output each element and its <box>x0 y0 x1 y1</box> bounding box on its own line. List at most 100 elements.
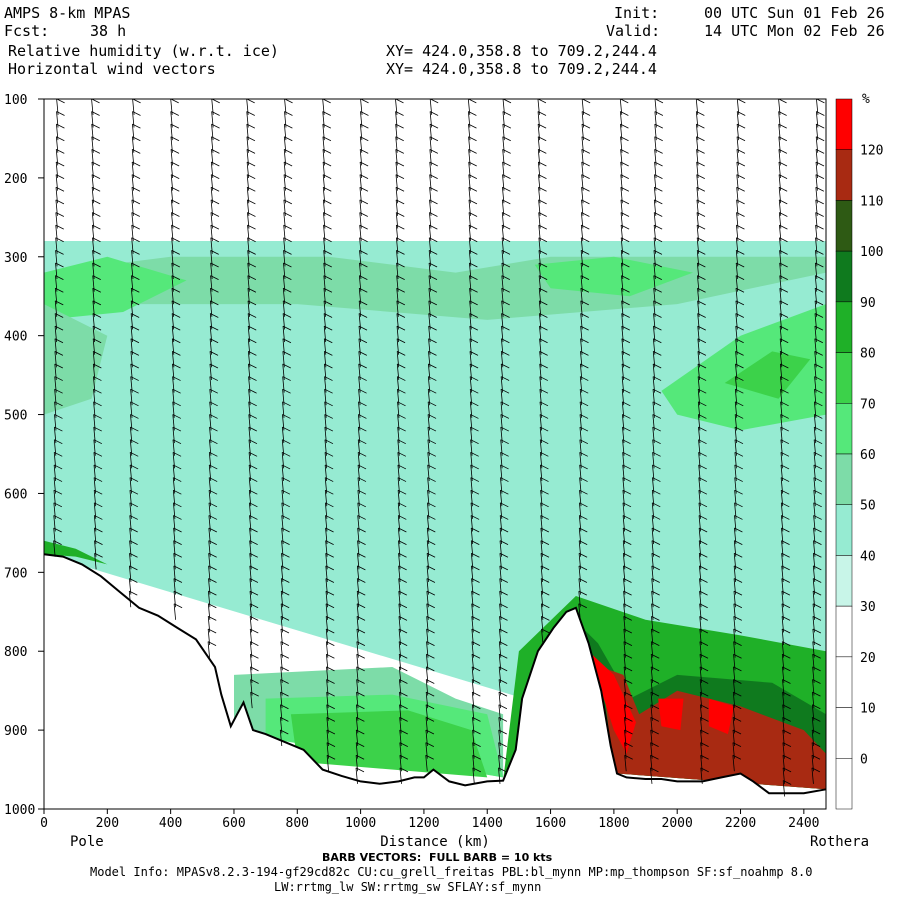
rh-region <box>44 304 108 415</box>
wind-barb-flag <box>499 578 508 583</box>
x-tick-label: 400 <box>159 816 182 831</box>
wind-barb-flag <box>696 123 705 129</box>
wind-barb-flag <box>469 376 479 381</box>
wind-barb-flag <box>623 565 632 571</box>
wind-barb-flag <box>429 161 438 167</box>
wind-barb-flag <box>650 704 660 710</box>
wind-barb-flag <box>211 174 220 179</box>
wind-barb-flag <box>54 313 64 318</box>
wind-barb-flag <box>322 98 331 104</box>
wind-barb-flag <box>651 603 660 609</box>
wind-barb-flag <box>130 363 139 369</box>
wind-barb-flag <box>698 414 707 419</box>
wind-barb-flag <box>170 149 180 154</box>
wind-barb-flag <box>398 628 408 634</box>
wind-barb-flag <box>249 603 259 609</box>
wind-barb-flag <box>654 111 664 116</box>
wind-barb-flag <box>651 527 661 533</box>
wind-barb-flag <box>500 502 509 508</box>
wind-barb-flag <box>171 186 180 192</box>
wind-barb-flag <box>360 123 369 129</box>
terrain-surface-line <box>43 553 827 795</box>
wind-barb-flag <box>651 641 660 647</box>
wind-barb-flag <box>131 287 140 293</box>
wind-barb-flag <box>579 527 588 533</box>
wind-barb-flag <box>325 603 335 609</box>
wind-barb-flag <box>812 653 821 659</box>
wind-barb-flag <box>469 313 478 318</box>
wind-barb-flag <box>778 123 787 129</box>
wind-barb-flag <box>780 388 789 394</box>
wind-barb-flag <box>650 742 659 747</box>
wind-barb-flag <box>171 199 180 205</box>
wind-barb-flag <box>55 237 64 243</box>
wind-barb-flag <box>696 212 706 217</box>
wind-barb-flag <box>281 552 290 558</box>
wind-barb-flag <box>429 136 439 142</box>
wind-barb-flag <box>621 275 630 280</box>
wind-barb-flag <box>780 401 789 407</box>
wind-barb-flag <box>732 729 742 735</box>
x-end-label-left: Pole <box>70 834 104 850</box>
wind-barb-flag <box>471 565 480 571</box>
wind-barb-flag <box>323 199 332 205</box>
wind-barb-flag <box>357 489 367 495</box>
wind-barb-flag <box>172 376 181 381</box>
wind-barb-flag <box>396 262 405 268</box>
wind-barb-flag <box>281 590 290 596</box>
wind-barb-flag <box>735 401 744 407</box>
wind-barb-flag <box>249 527 258 533</box>
wind-barb-flag <box>282 313 292 318</box>
colorbar-swatch <box>835 98 853 150</box>
wind-barb-flag <box>326 754 336 760</box>
wind-barb-flag <box>357 502 366 508</box>
wind-barb-flag <box>470 401 479 407</box>
wind-barb-flag <box>356 666 365 672</box>
wind-barb-flag <box>651 540 661 546</box>
wind-barb-flag <box>540 439 549 445</box>
wind-barb-flag <box>211 98 220 104</box>
wind-barb-flag <box>471 552 480 558</box>
wind-barb-flag <box>733 704 742 710</box>
wind-barb-flag <box>130 325 140 331</box>
wind-barb-flag <box>357 565 366 571</box>
wind-barb-flag <box>359 199 369 205</box>
wind-barb-flag <box>280 628 290 634</box>
wind-barb-flag <box>699 565 708 571</box>
wind-barb-flag <box>129 527 138 533</box>
wind-barb-flag <box>623 540 632 546</box>
wind-barb-flag <box>735 338 744 344</box>
wind-barb-flag <box>248 464 258 470</box>
wind-barb-flag <box>698 477 707 482</box>
wind-barb-flag <box>326 729 336 735</box>
wind-barb-flag <box>129 464 139 470</box>
header-model: AMPS 8-km MPAS <box>4 4 131 22</box>
wind-barb-flag <box>499 540 509 546</box>
wind-barb-flag <box>396 300 406 306</box>
wind-barb-flag <box>426 590 436 596</box>
colorbar-label: 70 <box>860 397 876 412</box>
wind-barb-flag <box>814 363 823 369</box>
wind-barb-flag <box>54 350 64 356</box>
wind-barb-flag <box>281 515 290 520</box>
wind-barb-flag <box>540 477 549 482</box>
wind-barb-flag <box>356 691 365 697</box>
wind-barb-flag <box>173 502 182 508</box>
wind-barb-flag <box>500 388 510 394</box>
wind-barb-flag <box>428 325 437 331</box>
wind-barb-flag <box>92 338 102 344</box>
wind-barb-flag <box>778 136 787 142</box>
field1-label: Relative humidity (w.r.t. ice) <box>8 42 279 60</box>
wind-barb-flag <box>734 426 744 432</box>
wind-barb-flag <box>472 717 481 722</box>
wind-barb-flag <box>53 464 63 470</box>
wind-barb-flag <box>620 161 629 167</box>
wind-barb-flag <box>469 237 478 243</box>
wind-barb-flag <box>398 578 407 583</box>
wind-barb-flag <box>324 439 334 445</box>
wind-barb-flag <box>55 287 64 293</box>
wind-barb-flag <box>283 186 293 192</box>
wind-barb-flag <box>356 704 365 710</box>
wind-barb-flag <box>782 653 791 659</box>
wind-barb-flag <box>323 224 332 230</box>
